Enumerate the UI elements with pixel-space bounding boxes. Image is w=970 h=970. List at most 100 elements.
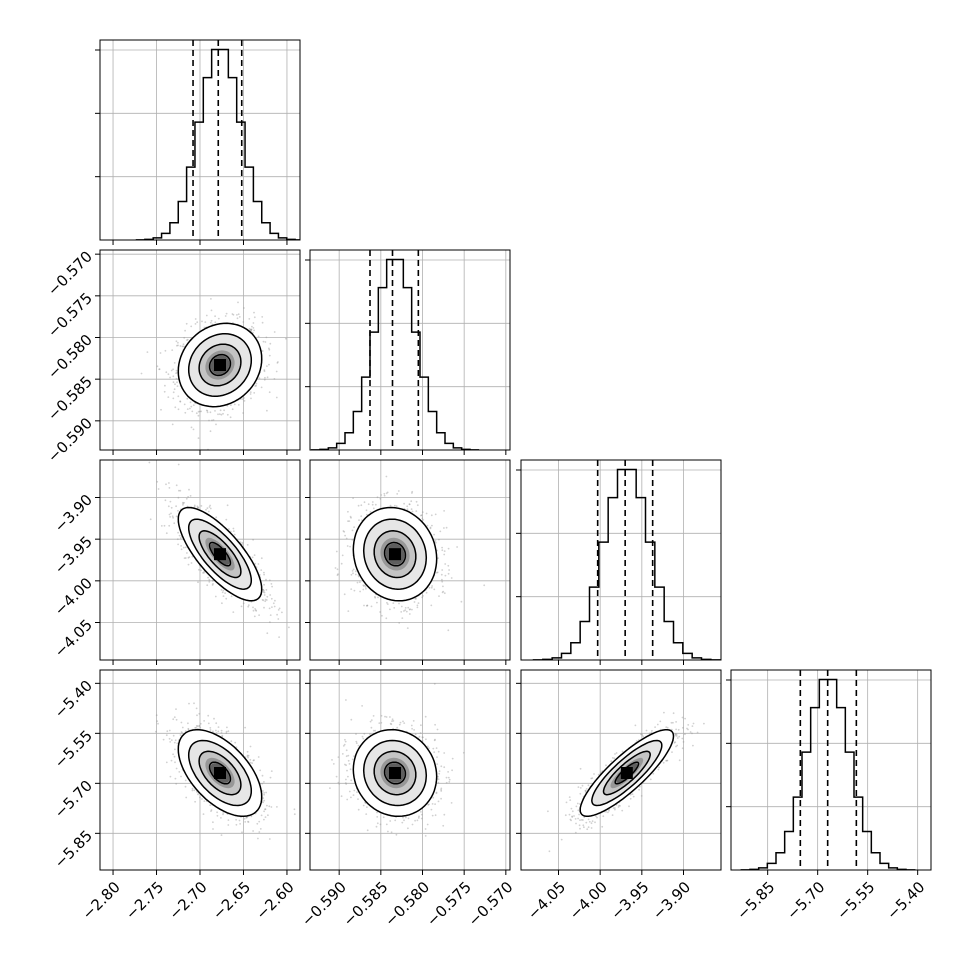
scatter-point	[172, 368, 175, 371]
scatter-point	[264, 816, 267, 818]
scatter-point	[261, 774, 264, 777]
scatter-point	[403, 502, 405, 505]
scatter-point	[182, 501, 184, 504]
scatter-point	[367, 503, 370, 506]
scatter-point	[175, 782, 178, 785]
scatter-point	[264, 598, 267, 601]
histogram-2	[532, 468, 721, 660]
scatter-point	[232, 530, 235, 532]
scatter-point	[183, 501, 186, 504]
scatter-point	[415, 510, 418, 512]
scatter-point	[225, 312, 228, 315]
scatter-point	[245, 817, 248, 819]
scatter-point	[206, 507, 209, 510]
scatter-point	[206, 410, 209, 412]
scatter-point	[376, 601, 378, 604]
scatter-point	[370, 605, 373, 608]
scatter-point	[408, 613, 411, 615]
scatter-point	[347, 510, 349, 513]
scatter-point	[255, 384, 257, 387]
scatter-point	[197, 581, 199, 584]
scatter-point	[247, 754, 250, 757]
scatter-point	[262, 801, 264, 804]
scatter-point	[383, 492, 386, 495]
scatter-point	[220, 834, 223, 836]
scatter-point	[256, 822, 259, 825]
contour-line-3	[177, 506, 263, 602]
scatter-point	[422, 595, 424, 597]
scatter-point	[354, 570, 357, 573]
scatter-point	[362, 584, 365, 587]
scatter-point	[443, 510, 445, 512]
scatter-point	[403, 610, 405, 612]
scatter-point	[441, 578, 443, 581]
scatter-point	[267, 814, 269, 817]
scatter-point	[210, 810, 212, 812]
scatter-point	[156, 720, 159, 723]
contour-line-2	[362, 518, 428, 590]
scatter-point	[262, 790, 264, 792]
scatter-point	[226, 413, 229, 416]
scatter-point	[278, 636, 280, 638]
panel-frame	[309, 249, 511, 451]
scatter-point	[263, 370, 266, 373]
scatter-point	[184, 411, 187, 414]
scatter-point	[243, 400, 246, 402]
scatter-point	[265, 589, 268, 591]
scatter-point	[366, 513, 368, 516]
scatter-point	[420, 514, 422, 517]
panel-frame	[520, 459, 722, 661]
scatter-point	[210, 319, 213, 322]
scatter-point	[408, 503, 411, 506]
panel-2-0	[95, 459, 301, 665]
scatter-point	[262, 588, 264, 591]
scatter-point	[385, 617, 388, 620]
scatter-point	[260, 569, 263, 571]
scatter-point	[190, 426, 193, 429]
scatter-point	[197, 414, 200, 417]
scatter-point	[179, 345, 182, 347]
scatter-point	[263, 818, 265, 821]
scatter-point	[363, 501, 366, 504]
scatter-point	[217, 317, 220, 320]
scatter-point	[356, 581, 359, 584]
scatter-point	[357, 575, 360, 578]
scatter-point	[416, 604, 419, 607]
contour-line-0	[383, 541, 407, 567]
scatter-point	[350, 516, 352, 519]
scatter-point	[180, 545, 183, 547]
scatter-point	[140, 372, 143, 375]
scatter-point	[170, 512, 172, 515]
scatter-point	[164, 349, 167, 352]
scatter-point	[253, 329, 256, 332]
scatter-point	[225, 597, 228, 600]
scatter-point	[158, 368, 161, 370]
scatter-point	[422, 519, 425, 521]
scatter-point	[263, 792, 265, 794]
scatter-point	[357, 504, 360, 507]
scatter-point	[270, 583, 273, 585]
scatter-point	[362, 588, 365, 591]
scatter-point	[231, 408, 234, 411]
scatter-point	[167, 396, 170, 398]
scatter-point	[177, 543, 180, 546]
scatter-point	[229, 416, 232, 419]
scatter-point	[411, 608, 413, 611]
scatter-point	[393, 607, 396, 609]
scatter-point	[414, 597, 417, 600]
scatter-point	[209, 729, 212, 731]
scatter-point	[204, 321, 207, 323]
scatter-point	[209, 804, 212, 807]
scatter-point	[187, 563, 190, 566]
scatter-point	[442, 585, 444, 588]
scatter-point	[173, 716, 176, 719]
scatter-point	[182, 343, 185, 346]
scatter-point	[247, 821, 250, 823]
scatter-point	[262, 797, 265, 799]
scatter-point	[261, 316, 264, 318]
scatter-point	[199, 726, 202, 729]
scatter-point	[162, 738, 165, 741]
scatter-point	[262, 599, 265, 602]
scatter-point	[187, 728, 190, 731]
scatter-point	[176, 385, 179, 387]
